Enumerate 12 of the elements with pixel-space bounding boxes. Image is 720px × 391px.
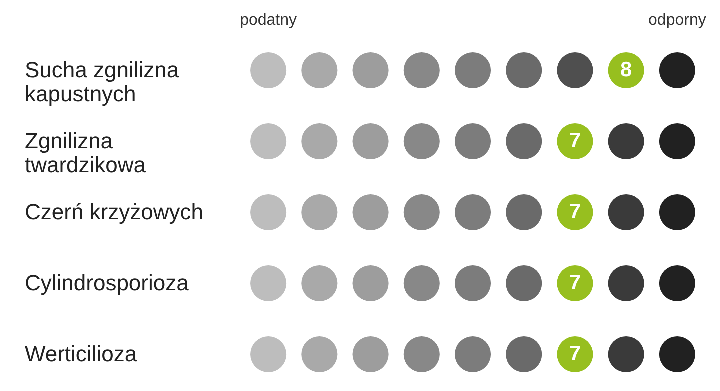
category-label: Cylindrosporioza: [25, 270, 190, 296]
data-label: 7: [569, 130, 582, 152]
text: podatny: [240, 12, 298, 29]
category-label: Werticilioza: [25, 342, 138, 366]
category-label: Sucha zgnilizna kapustnych: [25, 58, 180, 106]
category-label: Zgnilizna twardzikowa: [25, 128, 147, 178]
category-label: Czerń krzyżowych: [25, 200, 204, 224]
data-label: 7: [569, 272, 582, 294]
text: odporny: [648, 12, 706, 29]
data-label: 7: [569, 342, 582, 366]
data-label: 7: [569, 200, 582, 224]
data-label: 8: [620, 58, 632, 82]
